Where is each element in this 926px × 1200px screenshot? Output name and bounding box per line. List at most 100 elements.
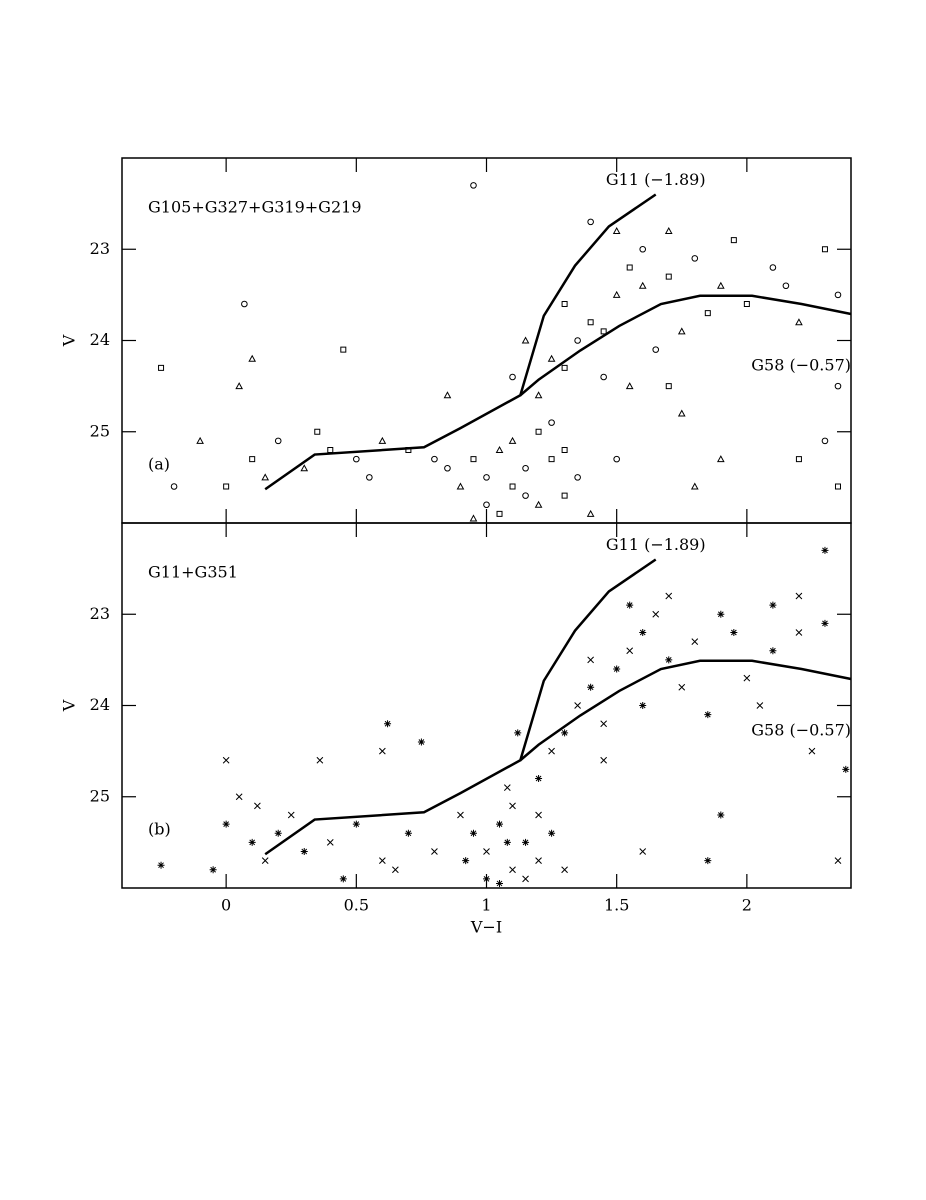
data-point — [314, 428, 321, 435]
data-point — [535, 775, 543, 782]
x-tick-label: 1.5 — [604, 896, 629, 915]
data-point — [222, 756, 230, 764]
data-point — [652, 346, 660, 353]
data-point — [340, 346, 347, 353]
data-point — [443, 391, 452, 399]
data-point — [677, 327, 686, 335]
data-point — [834, 382, 842, 390]
data-point — [716, 455, 725, 463]
data-point — [716, 281, 725, 289]
data-point — [808, 747, 816, 755]
data-point — [561, 492, 568, 499]
data-point — [626, 264, 633, 271]
x-tick-label: 2 — [742, 896, 752, 915]
data-point — [534, 391, 543, 399]
data-point — [691, 255, 699, 262]
data-point — [639, 245, 647, 253]
data-point — [522, 875, 529, 883]
data-point — [834, 291, 842, 299]
data-point — [561, 364, 568, 371]
data-point — [483, 848, 490, 855]
data-point — [664, 226, 673, 234]
data-point — [535, 811, 542, 819]
data-point — [222, 820, 230, 828]
data-point — [300, 848, 308, 855]
data-point — [730, 629, 738, 636]
data-point — [834, 483, 841, 490]
data-point — [574, 337, 581, 344]
data-point — [587, 319, 594, 326]
data-point — [626, 647, 634, 655]
data-point — [795, 629, 803, 636]
data-point — [522, 492, 529, 499]
data-point — [756, 702, 764, 709]
data-point — [535, 428, 542, 435]
data-point — [625, 382, 634, 390]
data-point — [678, 683, 686, 691]
data-point — [652, 610, 660, 618]
data-point — [561, 301, 568, 307]
data-point — [223, 483, 230, 490]
data-point — [665, 273, 672, 280]
data-point — [353, 455, 360, 463]
data-point — [254, 802, 261, 810]
data-point — [241, 300, 248, 308]
data-point — [509, 373, 516, 381]
data-point — [248, 354, 257, 362]
data-point — [548, 419, 555, 426]
data-point — [795, 592, 803, 600]
data-point — [300, 464, 309, 472]
data-point — [717, 811, 725, 819]
data-point — [379, 747, 386, 755]
data-point — [483, 501, 490, 509]
data-point — [456, 482, 465, 490]
data-point — [417, 738, 425, 746]
y-tick-label: 25 — [90, 421, 110, 440]
data-point — [690, 482, 699, 490]
data-point — [638, 281, 647, 289]
data-point — [522, 464, 529, 472]
data-point — [677, 409, 686, 417]
data-point — [495, 445, 504, 453]
data-point — [503, 838, 511, 846]
line-label: G11 (−1.89) — [606, 535, 706, 554]
data-point — [483, 474, 490, 481]
data-point — [339, 875, 347, 883]
data-point — [587, 656, 594, 664]
data-point — [469, 829, 477, 837]
data-point — [509, 866, 516, 874]
data-point — [795, 318, 803, 326]
panel-label: (b) — [148, 820, 171, 839]
data-point — [378, 436, 387, 444]
data-point — [769, 601, 777, 609]
data-point — [587, 683, 595, 691]
data-point — [600, 756, 608, 764]
data-point — [326, 839, 334, 846]
data-point — [717, 610, 725, 618]
data-point — [503, 784, 511, 791]
data-point — [521, 336, 530, 344]
data-point — [261, 857, 269, 864]
data-point — [743, 674, 751, 682]
data-point — [496, 879, 504, 887]
data-point — [704, 711, 712, 719]
data-point — [704, 310, 711, 317]
data-point — [392, 866, 399, 874]
data-point — [548, 829, 556, 837]
data-point — [612, 226, 621, 234]
data-point — [821, 437, 829, 445]
data-point — [496, 820, 504, 828]
data-point — [496, 510, 503, 517]
data-point — [743, 301, 750, 307]
data-point — [548, 747, 555, 755]
panel-title: G105+G327+G319+G219 — [148, 198, 362, 217]
data-point — [665, 656, 673, 664]
data-point — [196, 436, 204, 444]
data-point — [769, 264, 777, 271]
data-point — [157, 861, 165, 869]
data-point — [209, 866, 217, 874]
data-point — [509, 802, 516, 810]
data-point — [561, 447, 568, 453]
data-point — [691, 638, 699, 645]
data-point — [600, 720, 608, 728]
